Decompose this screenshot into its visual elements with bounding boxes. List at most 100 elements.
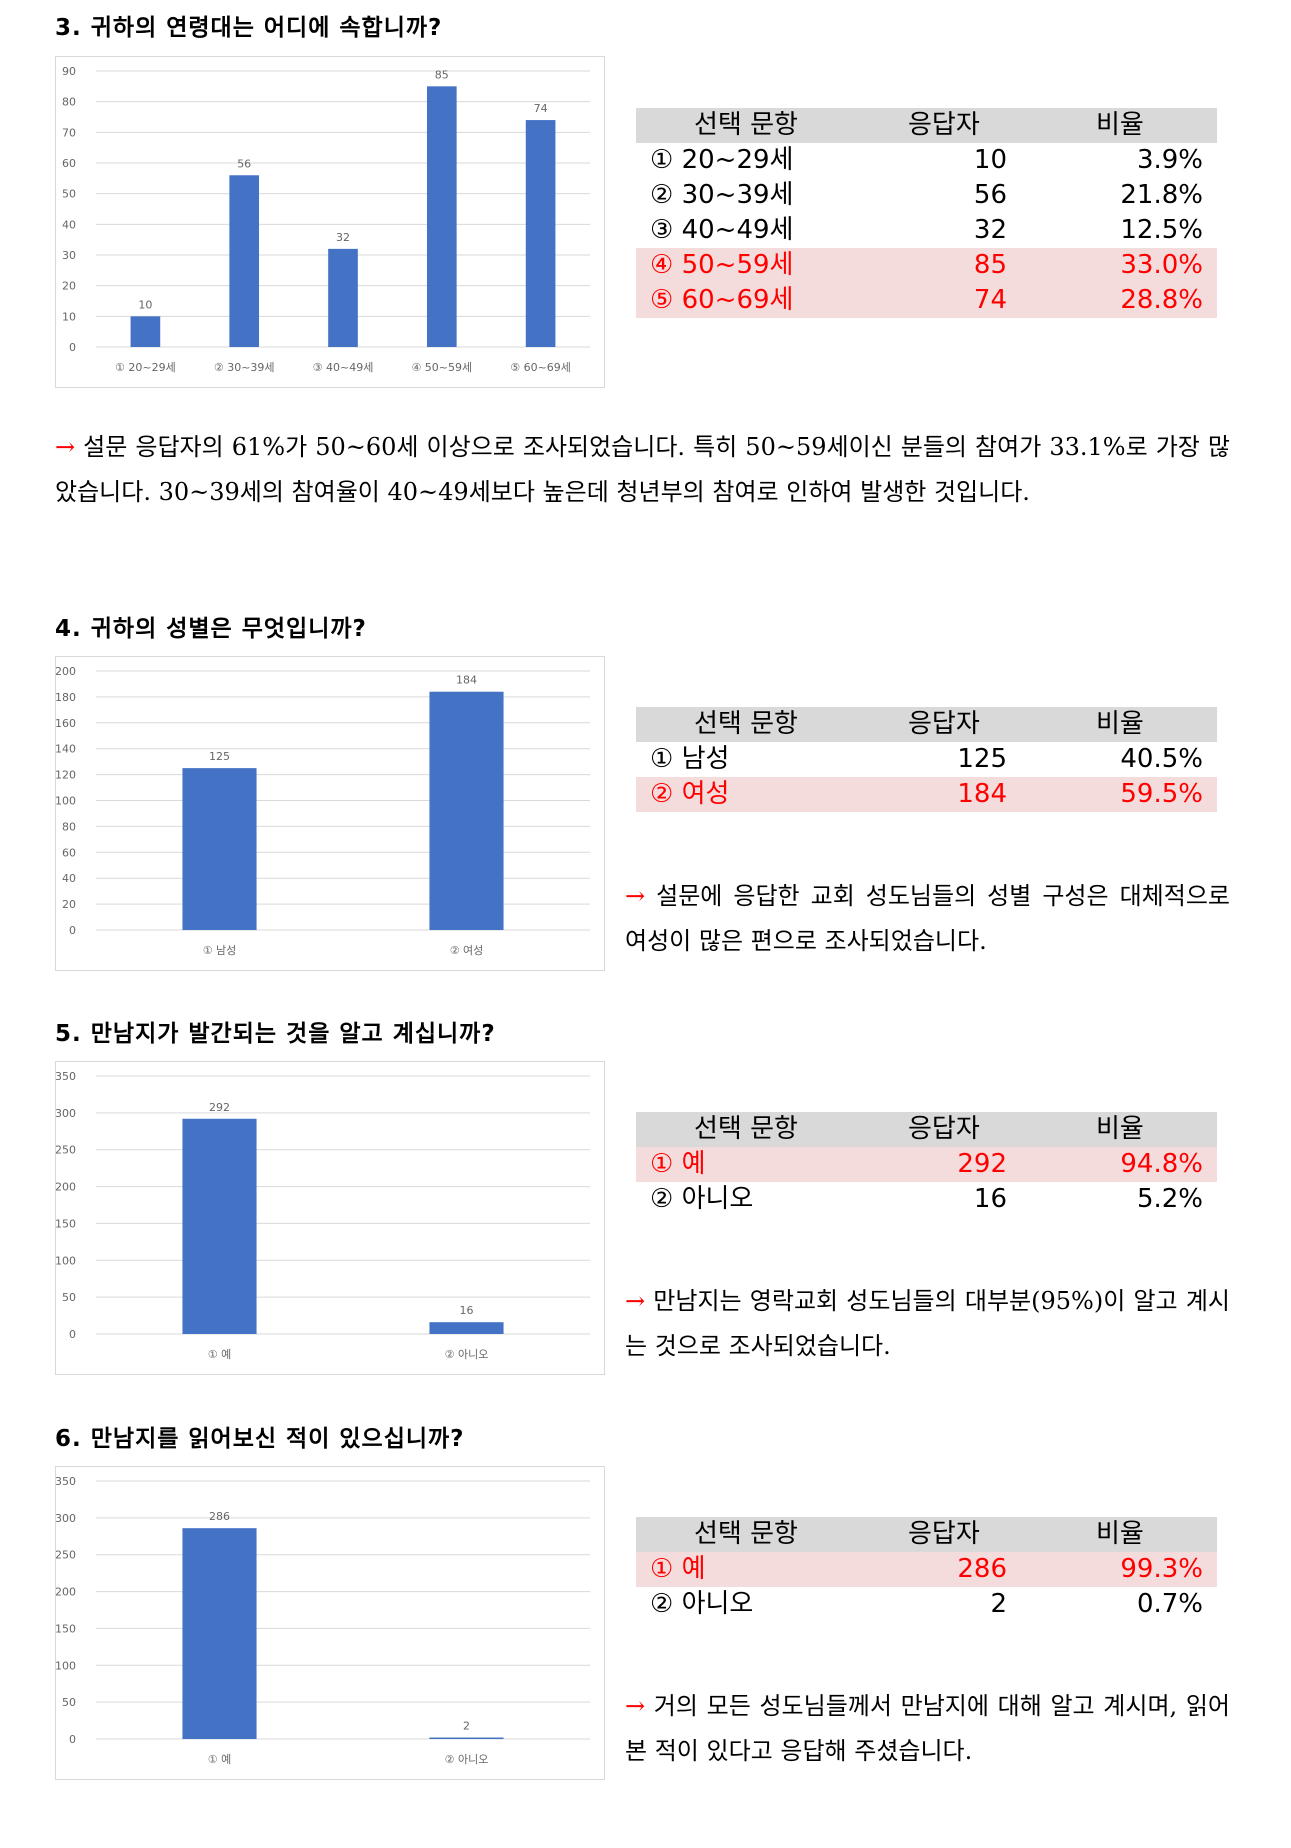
y-tick-label: 350 bbox=[56, 1070, 76, 1083]
header-ratio: 비율 bbox=[1096, 1114, 1144, 1144]
response-count: 286 bbox=[957, 1554, 1007, 1584]
option-label: ① 예 bbox=[650, 1149, 706, 1179]
y-tick-label: 30 bbox=[62, 249, 76, 262]
arrow-icon: → bbox=[625, 1287, 646, 1315]
y-tick-label: 10 bbox=[62, 310, 76, 323]
option-label: ② 30~39세 bbox=[650, 180, 794, 210]
data-label: 125 bbox=[209, 750, 230, 763]
bar-chart: 0 50 100 150 200 250 300 350 286 ① 예 2 ② 아니오 bbox=[55, 1466, 605, 1780]
y-tick-label: 0 bbox=[69, 341, 76, 354]
response-table: 선택 문항 응답자 비율 ① 20~29세 10 3.9% ② 30~39세 56 21.8% ③… bbox=[636, 108, 1217, 318]
table-row: ① 남성 125 40.5% bbox=[636, 742, 1217, 777]
table-row: ② 30~39세 56 21.8% bbox=[636, 178, 1217, 213]
y-tick-label: 100 bbox=[56, 1659, 76, 1672]
response-count: 125 bbox=[957, 744, 1007, 774]
option-label: ⑤ 60~69세 bbox=[650, 285, 794, 315]
table-row: ④ 50~59세 85 33.0% bbox=[636, 248, 1217, 283]
header-count: 응답자 bbox=[908, 110, 980, 140]
table-row: ② 아니오 2 0.7% bbox=[636, 1587, 1217, 1622]
table-row: ⑤ 60~69세 74 28.8% bbox=[636, 283, 1217, 318]
y-tick-label: 140 bbox=[56, 743, 76, 756]
response-count: 10 bbox=[973, 145, 1007, 175]
y-tick-label: 160 bbox=[56, 717, 76, 730]
response-table: 선택 문항 응답자 비율 ① 예 292 94.8% ② 아니오 16 5.2% bbox=[636, 1112, 1217, 1217]
y-tick-label: 80 bbox=[62, 820, 76, 833]
y-tick-label: 50 bbox=[62, 1696, 76, 1709]
bar bbox=[182, 1118, 257, 1334]
bar-chart: 0 20 40 60 80 100 120 140 160 180 200 125 ① 남성 184 ② 여… bbox=[55, 656, 605, 971]
response-ratio: 0.7% bbox=[1136, 1589, 1203, 1619]
response-count: 2 bbox=[990, 1589, 1007, 1619]
y-tick-label: 40 bbox=[62, 872, 76, 885]
bar bbox=[229, 175, 260, 347]
category-label: ① 20~29세 bbox=[115, 361, 176, 374]
response-ratio: 12.5% bbox=[1120, 215, 1203, 245]
header-ratio: 비율 bbox=[1096, 110, 1144, 140]
category-label: ④ 50~59세 bbox=[411, 361, 472, 374]
header-ratio: 비율 bbox=[1096, 1519, 1144, 1549]
response-count: 85 bbox=[973, 250, 1007, 280]
header-count: 응답자 bbox=[908, 1114, 980, 1144]
bar bbox=[429, 1737, 504, 1739]
arrow-icon: → bbox=[625, 1692, 646, 1720]
category-label: ① 예 bbox=[208, 1348, 231, 1361]
y-tick-label: 200 bbox=[56, 665, 76, 678]
y-tick-label: 300 bbox=[56, 1512, 76, 1525]
table-row: ② 여성 184 59.5% bbox=[636, 777, 1217, 812]
y-tick-label: 120 bbox=[56, 769, 76, 782]
header-ratio: 비율 bbox=[1096, 709, 1144, 739]
y-tick-label: 20 bbox=[62, 898, 76, 911]
option-label: ① 남성 bbox=[650, 744, 730, 774]
y-tick-label: 90 bbox=[62, 65, 76, 78]
question-title: 4. 귀하의 성별은 무엇입니까? bbox=[55, 616, 367, 642]
header-option: 선택 문항 bbox=[694, 709, 798, 739]
question-title: 3. 귀하의 연령대는 어디에 속합니까? bbox=[55, 15, 443, 41]
header-count: 응답자 bbox=[908, 709, 980, 739]
y-tick-label: 250 bbox=[56, 1549, 76, 1562]
option-label: ② 여성 bbox=[650, 779, 730, 809]
category-label: ⑤ 60~69세 bbox=[510, 361, 571, 374]
comment-paragraph: → 설문에 응답한 교회 성도님들의 성별 구성은 대체적으로 여성이 많은 편… bbox=[625, 874, 1230, 964]
table-header: 선택 문항 응답자 비율 bbox=[636, 1517, 1217, 1552]
y-tick-label: 250 bbox=[56, 1144, 76, 1157]
y-tick-label: 50 bbox=[62, 188, 76, 201]
table-row: ③ 40~49세 32 12.5% bbox=[636, 213, 1217, 248]
y-tick-label: 350 bbox=[56, 1475, 76, 1488]
table-row: ② 아니오 16 5.2% bbox=[636, 1182, 1217, 1217]
y-tick-label: 50 bbox=[62, 1291, 76, 1304]
category-label: ② 30~39세 bbox=[214, 361, 275, 374]
bar bbox=[426, 86, 457, 347]
comment-text: 설문 응답자의 61%가 50~60세 이상으로 조사되었습니다. 특히 50~… bbox=[55, 433, 1230, 506]
bar bbox=[525, 120, 556, 347]
bar bbox=[182, 1528, 257, 1739]
y-tick-label: 0 bbox=[69, 924, 76, 937]
bar bbox=[429, 691, 504, 930]
data-label: 292 bbox=[209, 1101, 230, 1114]
bar bbox=[328, 248, 358, 347]
y-tick-label: 150 bbox=[56, 1622, 76, 1635]
option-label: ① 20~29세 bbox=[650, 145, 794, 175]
response-ratio: 94.8% bbox=[1120, 1149, 1203, 1179]
response-count: 184 bbox=[957, 779, 1007, 809]
y-tick-label: 200 bbox=[56, 1181, 76, 1194]
bar-chart: 0 10 20 30 40 50 60 70 80 90 10 ① 20~29세 56 ② 30~39세 3… bbox=[55, 56, 605, 388]
data-label: 56 bbox=[237, 157, 251, 170]
table-header: 선택 문항 응답자 비율 bbox=[636, 1112, 1217, 1147]
bar bbox=[429, 1322, 504, 1334]
category-label: ② 아니오 bbox=[445, 1348, 489, 1361]
table-header: 선택 문항 응답자 비율 bbox=[636, 108, 1217, 143]
category-label: ③ 40~49세 bbox=[313, 361, 374, 374]
y-tick-label: 100 bbox=[56, 795, 76, 808]
comment-text: 거의 모든 성도님들께서 만남지에 대해 알고 계시며, 읽어본 적이 있다고 … bbox=[625, 1692, 1230, 1765]
header-count: 응답자 bbox=[908, 1519, 980, 1549]
data-label: 85 bbox=[435, 68, 449, 81]
data-label: 16 bbox=[460, 1304, 474, 1317]
comment-text: 설문에 응답한 교회 성도님들의 성별 구성은 대체적으로 여성이 많은 편으로… bbox=[625, 882, 1230, 955]
y-tick-label: 0 bbox=[69, 1328, 76, 1341]
y-tick-label: 180 bbox=[56, 691, 76, 704]
y-tick-label: 0 bbox=[69, 1733, 76, 1746]
bar bbox=[130, 316, 161, 347]
data-label: 32 bbox=[336, 231, 350, 244]
comment-paragraph: → 설문 응답자의 61%가 50~60세 이상으로 조사되었습니다. 특히 5… bbox=[55, 425, 1230, 515]
option-label: ② 아니오 bbox=[650, 1184, 754, 1214]
